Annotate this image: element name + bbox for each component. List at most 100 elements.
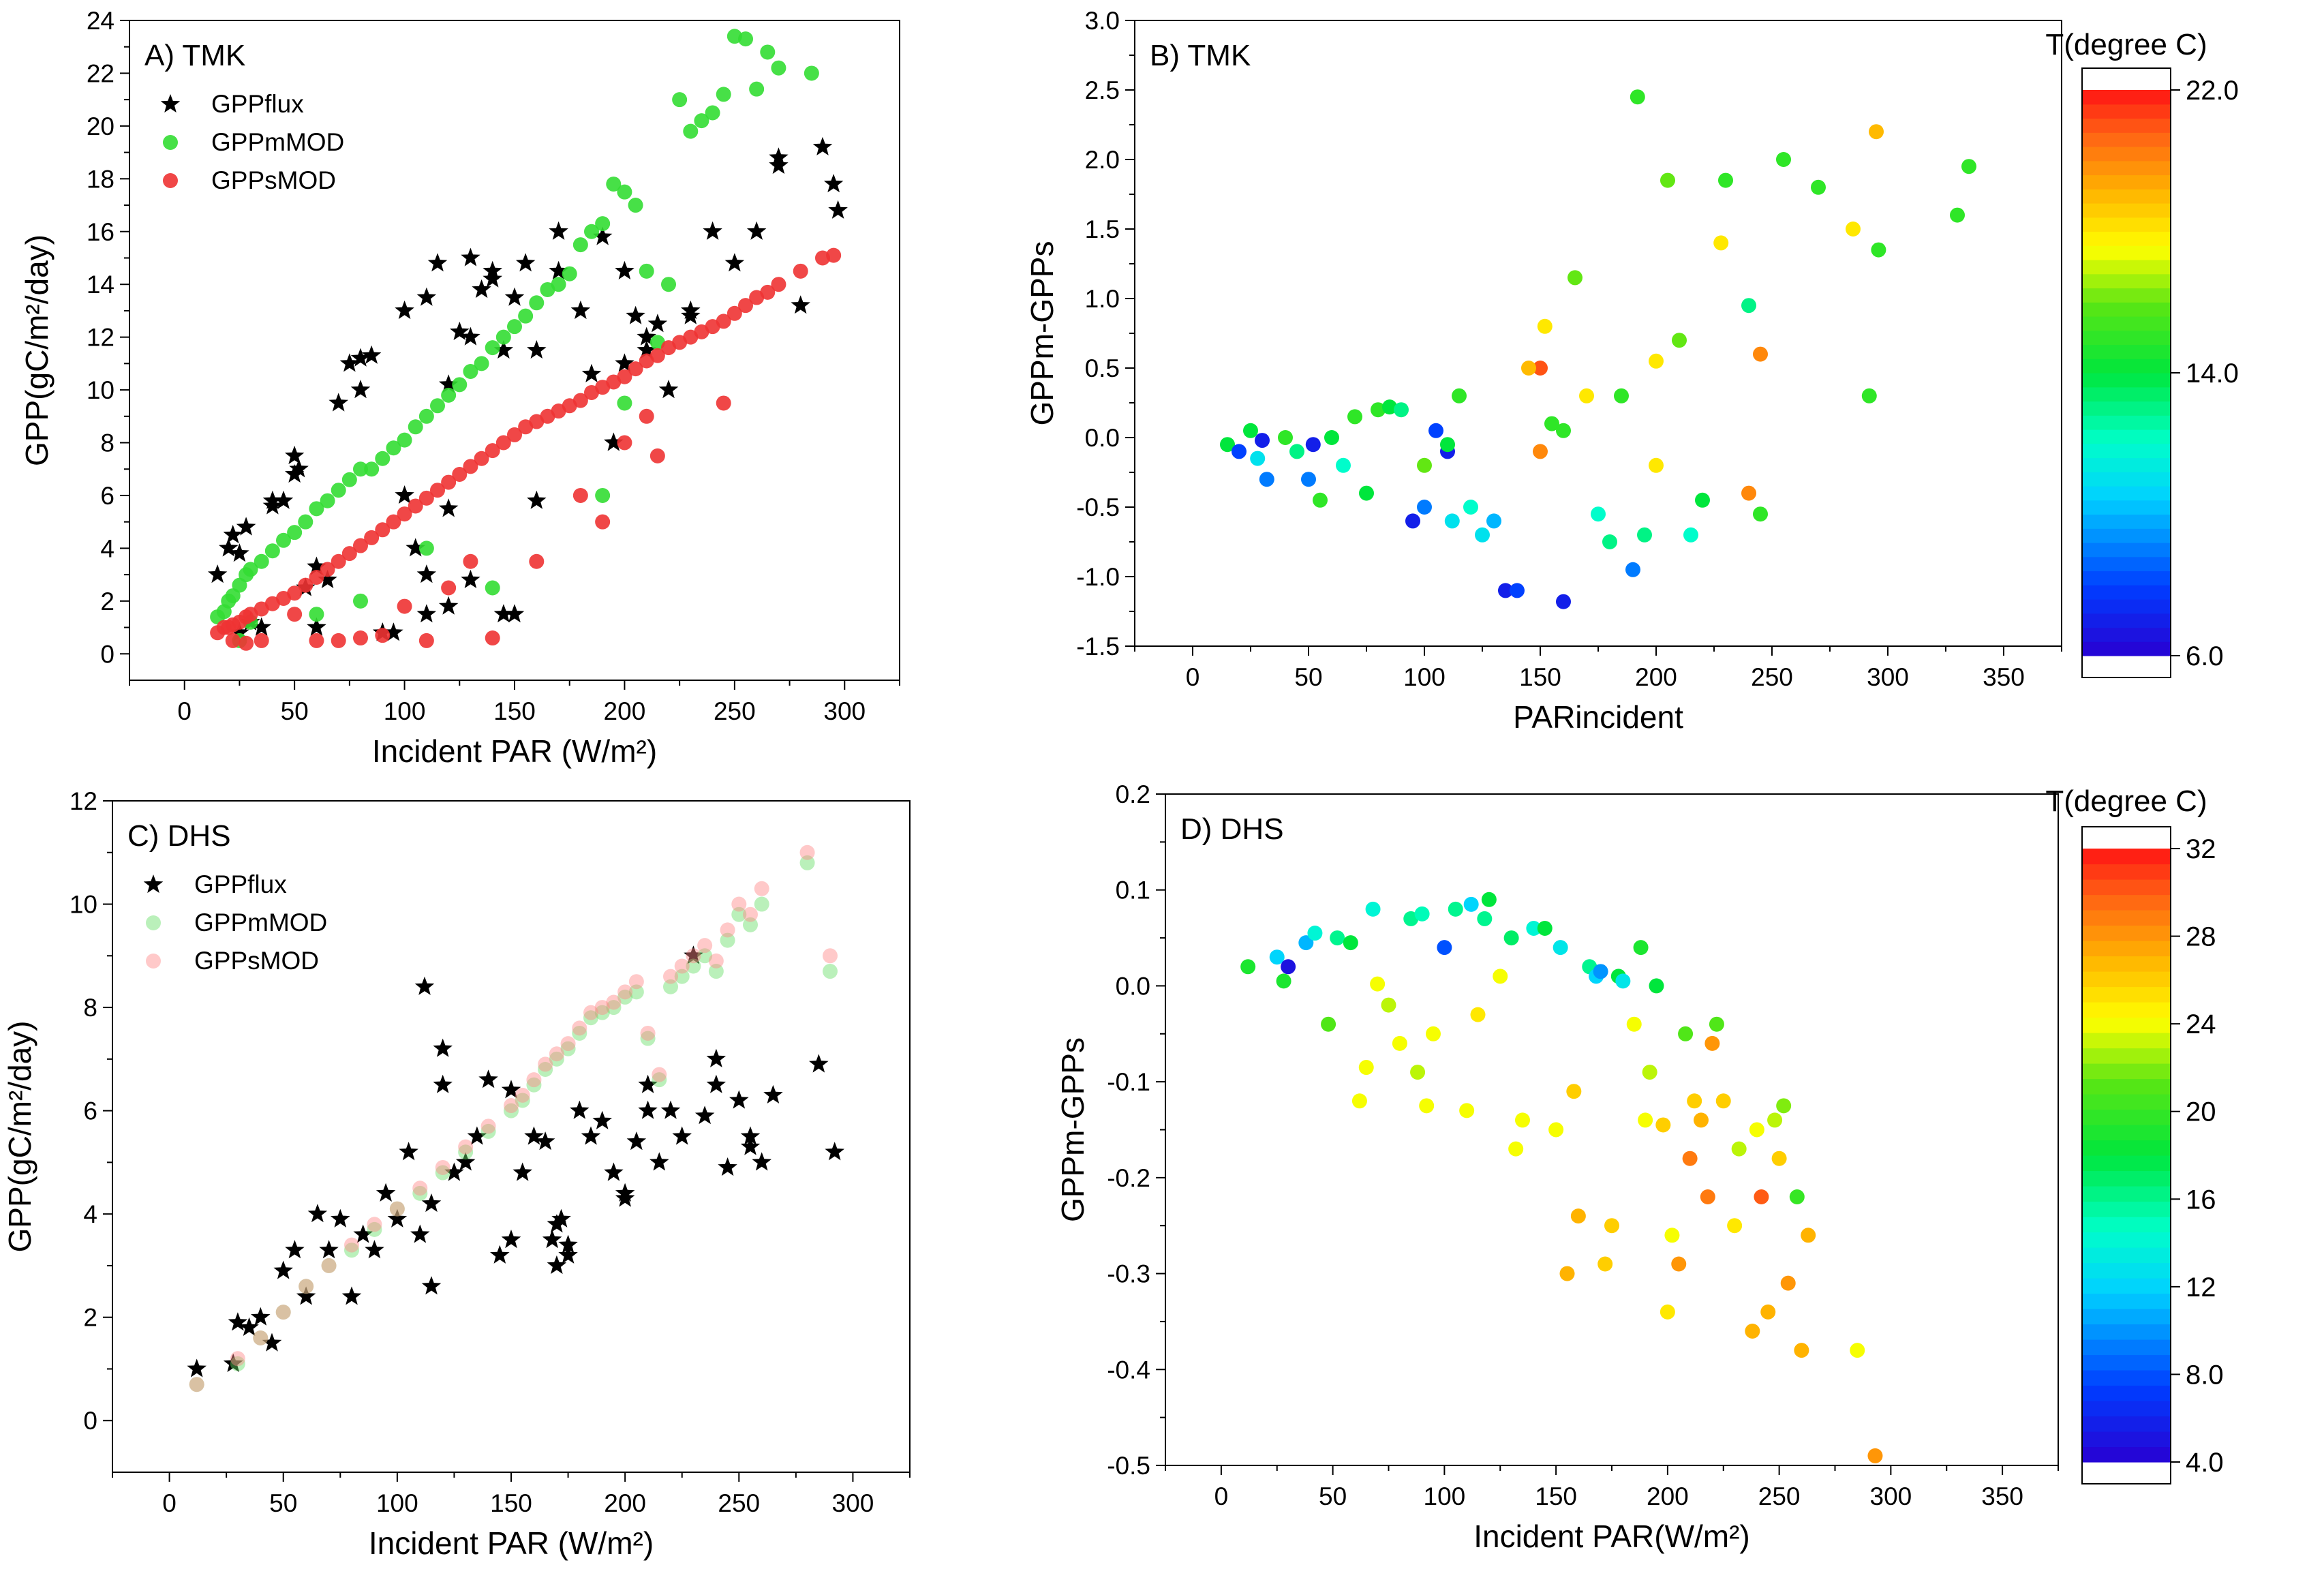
colorbar-segment [2082, 302, 2171, 317]
colorbar-tick-label: 12 [2186, 1273, 2216, 1303]
data-point [1269, 949, 1285, 965]
data-point-star [504, 604, 525, 623]
data-point-star [809, 1054, 829, 1073]
colorbar-segment [2082, 986, 2171, 1003]
data-point-circle [720, 932, 735, 948]
data-point-star [273, 490, 294, 509]
data-point-star [570, 300, 591, 320]
data-point-star [251, 617, 271, 636]
data-point-circle [526, 1072, 542, 1088]
data-point [1713, 235, 1729, 251]
colorbar-segment [2082, 528, 2171, 543]
data-point-circle [299, 1279, 314, 1294]
y-tick-label: -1.0 [1076, 563, 1120, 591]
data-point [1307, 926, 1323, 941]
y-tick-label: 0.2 [1116, 780, 1150, 808]
data-point-star [399, 1142, 418, 1161]
data-point [1259, 472, 1274, 487]
colorbar-segment [2082, 971, 2171, 988]
data-point-circle [375, 451, 391, 466]
colorbar-tick-label: 16 [2186, 1185, 2216, 1215]
data-point-star [828, 200, 848, 219]
colorbar-segment [2082, 1431, 2171, 1448]
colorbar-segment [2082, 925, 2171, 941]
data-point-star [724, 253, 745, 272]
data-point [1365, 901, 1381, 917]
colorbar-segment [2082, 500, 2171, 515]
data-point-star [547, 1214, 567, 1233]
data-point [1278, 430, 1293, 445]
data-point-circle [344, 1243, 359, 1258]
data-point-circle [551, 277, 566, 292]
data-point [1305, 437, 1321, 453]
data-point [1767, 1112, 1783, 1128]
colorbar-segment [2082, 1002, 2171, 1018]
data-point [1649, 353, 1664, 369]
data-point-circle [287, 525, 303, 540]
colorbar-segment [2082, 1170, 2171, 1187]
y-tick-label: -0.3 [1107, 1260, 1150, 1288]
data-point-circle [341, 472, 357, 487]
data-point-circle [595, 514, 611, 530]
colorbar-segment [2082, 1140, 2171, 1156]
data-point-circle [595, 487, 611, 503]
data-point [1869, 124, 1884, 140]
colorbar-segment [2082, 1109, 2171, 1125]
data-point-star [427, 253, 448, 272]
data-point-circle [344, 1237, 359, 1253]
data-point-circle [562, 266, 577, 281]
legend-label: GPPsMOD [194, 947, 319, 975]
data-point-star [647, 314, 668, 333]
data-point-circle [617, 989, 633, 1005]
colorbar-segment [2082, 894, 2171, 911]
legend-marker [163, 135, 178, 150]
data-point-circle [189, 1377, 204, 1392]
y-tick-label: 0.5 [1085, 354, 1120, 382]
data-point-circle [529, 295, 545, 311]
colorbar-segment [2082, 104, 2171, 119]
data-point-circle [672, 92, 688, 108]
data-point-circle [430, 398, 445, 414]
data-point [1414, 906, 1430, 922]
data-point-circle [572, 1020, 587, 1036]
data-point-circle [386, 440, 401, 456]
colorbar-segment [2082, 1278, 2171, 1294]
data-point [1537, 921, 1553, 936]
data-point [1760, 1304, 1776, 1320]
y-tick-label: 2 [83, 1304, 97, 1332]
data-point-star [551, 1208, 571, 1228]
data-point [1597, 1256, 1613, 1272]
y-tick-label: 18 [87, 165, 114, 193]
data-point [1633, 940, 1649, 956]
data-point-circle [320, 493, 335, 508]
colorbar-segment [2082, 1217, 2171, 1233]
data-point-star [615, 353, 634, 372]
data-point-circle [804, 65, 819, 81]
plot-frame [1165, 793, 2059, 1466]
data-point-star [638, 1100, 658, 1119]
data-point-circle [504, 1103, 519, 1118]
data-point-circle [640, 1031, 656, 1046]
data-point-star [236, 517, 256, 536]
data-point [1749, 1122, 1764, 1138]
data-point-star [361, 345, 382, 364]
y-tick-label: 1.5 [1085, 215, 1120, 243]
legend-marker [146, 915, 161, 930]
x-tick-label: 50 [269, 1489, 297, 1517]
x-tick-label: 100 [384, 697, 426, 725]
data-point [1463, 500, 1478, 515]
data-point-star [527, 340, 547, 359]
data-point [1470, 1007, 1486, 1022]
data-point [1313, 492, 1328, 508]
data-point-circle [320, 562, 335, 577]
data-point-star [318, 569, 337, 588]
data-point-circle [606, 1000, 622, 1016]
x-tick-label: 200 [1635, 663, 1677, 691]
data-point-circle [793, 263, 808, 279]
data-point-circle [823, 964, 838, 979]
data-point-star [444, 1162, 464, 1181]
data-point-circle [595, 216, 611, 232]
data-point-star [812, 136, 833, 155]
y-tick-label: -0.1 [1107, 1068, 1150, 1096]
data-point-circle [463, 363, 478, 379]
